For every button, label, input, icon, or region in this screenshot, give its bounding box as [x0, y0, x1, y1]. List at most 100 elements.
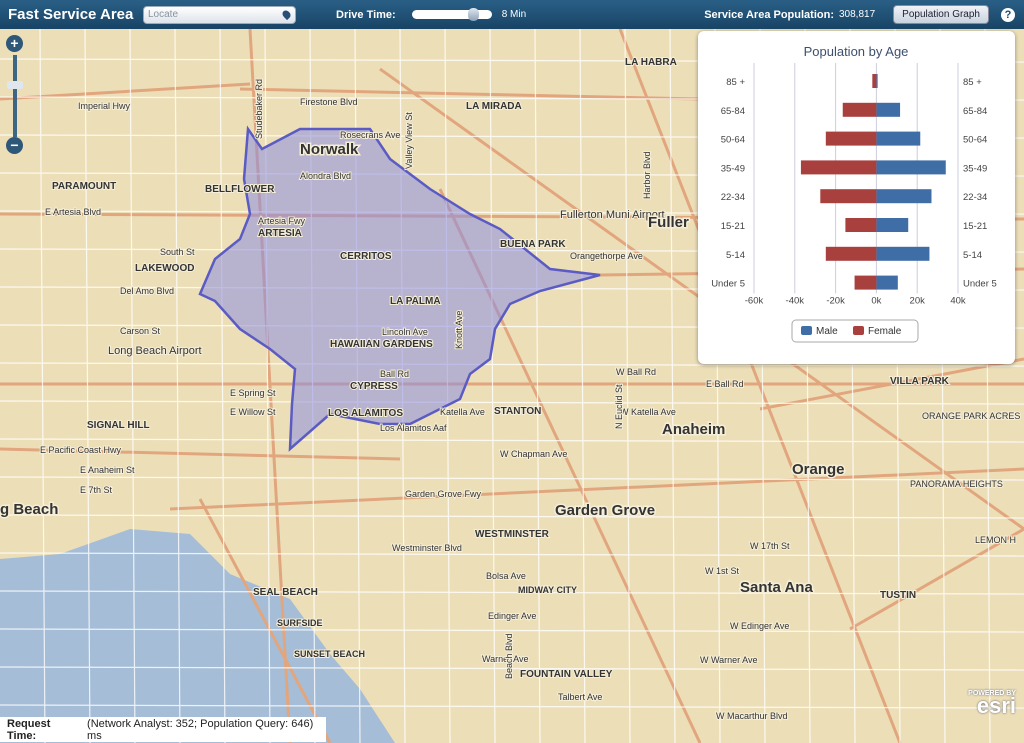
map-label: Fuller — [648, 214, 689, 231]
legend-label-female[interactable]: Female — [868, 326, 902, 337]
y-label-right: 22-34 — [963, 192, 987, 203]
bar-female[interactable] — [800, 160, 877, 175]
chart-legend: Male Female — [791, 319, 919, 343]
map-label: ARTESIA — [258, 228, 302, 239]
map-label: W 17th St — [750, 541, 790, 551]
legend-swatch-male — [801, 326, 812, 335]
map-label: Garden Grove — [555, 502, 655, 519]
map-label: Artesia Fwy — [258, 216, 306, 226]
y-label-right: 15-21 — [963, 221, 987, 232]
map-label: W 1st St — [705, 566, 740, 576]
population-graph-button[interactable]: Population Graph — [893, 5, 989, 24]
bar-male[interactable] — [876, 275, 898, 290]
map-label: Alondra Blvd — [300, 171, 351, 181]
drive-time-slider[interactable] — [411, 8, 492, 21]
map-label: Beach Blvd — [504, 633, 514, 679]
map-label: W Ball Rd — [616, 367, 656, 377]
y-label-left: 22-34 — [721, 192, 745, 203]
bar-male[interactable] — [876, 246, 930, 261]
x-tick-label: -40k — [786, 295, 805, 306]
map-label: STANTON — [494, 406, 541, 417]
request-time-bar: Request Time: (Network Analyst: 352; Popu… — [0, 717, 326, 742]
map-labels: Norwalk ARTESIA CERRITOS LA PALMA HAWAIIAN G… — [0, 56, 1021, 722]
x-tick-label: 40k — [950, 295, 966, 306]
map-label: SIGNAL HILL — [87, 420, 150, 431]
zoom-out-button[interactable]: − — [6, 137, 23, 154]
map-label: Warner Ave — [482, 654, 529, 664]
map-label: W Edinger Ave — [730, 621, 789, 631]
map-label: Lincoln Ave — [382, 327, 428, 337]
powered-by: POWERED BY — [968, 690, 1016, 697]
map-label: Firestone Blvd — [300, 97, 358, 107]
bar-male[interactable] — [876, 102, 901, 117]
bar-male[interactable] — [876, 131, 921, 146]
y-label-left: Under 5 — [711, 279, 745, 290]
map-label: Carson St — [120, 326, 161, 336]
y-label-left: 85 + — [726, 77, 745, 88]
map-label: TUSTIN — [880, 590, 916, 601]
map-label: E Spring St — [230, 388, 276, 398]
chart-title: Population by Age — [804, 44, 909, 59]
map-label: South St — [160, 247, 195, 257]
bar-male[interactable] — [876, 218, 909, 232]
map-label: SEAL BEACH — [253, 587, 318, 598]
map-label: HAWAIIAN GARDENS — [330, 339, 433, 350]
map-label: Bolsa Ave — [486, 571, 526, 581]
map-label: Fullerton Muni Airport — [560, 209, 665, 221]
esri-brand: esri — [976, 693, 1016, 718]
slider-thumb[interactable] — [467, 8, 479, 21]
y-label-right: 85 + — [963, 77, 982, 88]
map-label: LA HABRA — [625, 57, 677, 68]
y-label-left: 35-49 — [721, 163, 745, 174]
y-label-right: Under 5 — [963, 279, 997, 290]
map-label: SUNSET BEACH — [294, 649, 365, 659]
map-label: Studebaker Rd — [254, 79, 264, 139]
bar-female[interactable] — [820, 189, 877, 204]
map-label: E Willow St — [230, 407, 276, 417]
map-label: Valley View St — [404, 112, 414, 169]
zoom-control: + − — [4, 35, 26, 157]
y-label-left: 15-21 — [721, 221, 745, 232]
map-label: Ball Rd — [380, 369, 409, 379]
zoom-track[interactable] — [13, 55, 17, 137]
locate-input[interactable]: Locate — [143, 5, 296, 24]
bar-female[interactable] — [825, 246, 877, 261]
map-label: SURFSIDE — [277, 618, 323, 628]
app-title: Fast Service Area — [8, 6, 134, 23]
map-label: FOUNTAIN VALLEY — [520, 669, 613, 680]
map-label: CYPRESS — [350, 381, 398, 392]
bar-female[interactable] — [842, 102, 877, 117]
y-label-left: 65-84 — [721, 106, 745, 117]
x-tick-label: -60k — [745, 295, 764, 306]
esri-logo: POWERED BY esri — [968, 690, 1016, 719]
zoom-handle[interactable] — [7, 81, 23, 89]
bar-male[interactable] — [876, 160, 946, 175]
bar-male[interactable] — [876, 74, 878, 88]
service-area-polygon[interactable] — [198, 125, 601, 452]
bar-female[interactable] — [872, 74, 877, 88]
map-label: E Artesia Blvd — [45, 207, 101, 217]
map-label: Rosecrans Ave — [340, 130, 400, 140]
legend-swatch-female — [853, 326, 864, 335]
map-label: Norwalk — [300, 141, 359, 158]
map-label: W Katella Ave — [620, 407, 676, 417]
bar-male[interactable] — [876, 189, 932, 204]
map-label: LOS ALAMITOS — [328, 408, 403, 419]
top-toolbar: Fast Service Area Locate Drive Time: 8 M… — [0, 0, 1024, 29]
map-label: Katella Ave — [440, 407, 485, 417]
help-icon[interactable]: ? — [1001, 7, 1015, 22]
population-value: 308,817 — [839, 9, 876, 20]
bar-female[interactable] — [845, 218, 877, 232]
bar-female[interactable] — [854, 275, 877, 290]
legend-label-male[interactable]: Male — [816, 326, 838, 337]
map-label: Long Beach Airport — [108, 345, 202, 357]
map-label: LA PALMA — [390, 296, 441, 307]
location-pin-icon[interactable] — [280, 8, 293, 21]
map-label: LEMON H — [975, 535, 1016, 545]
map-label: Harbor Blvd — [642, 151, 652, 199]
bar-female[interactable] — [825, 131, 877, 146]
request-time-label: Request Time: — [7, 717, 51, 742]
zoom-in-button[interactable]: + — [6, 35, 23, 52]
x-tick-label: -20k — [826, 295, 845, 306]
map-label: Knott Ave — [454, 311, 464, 349]
